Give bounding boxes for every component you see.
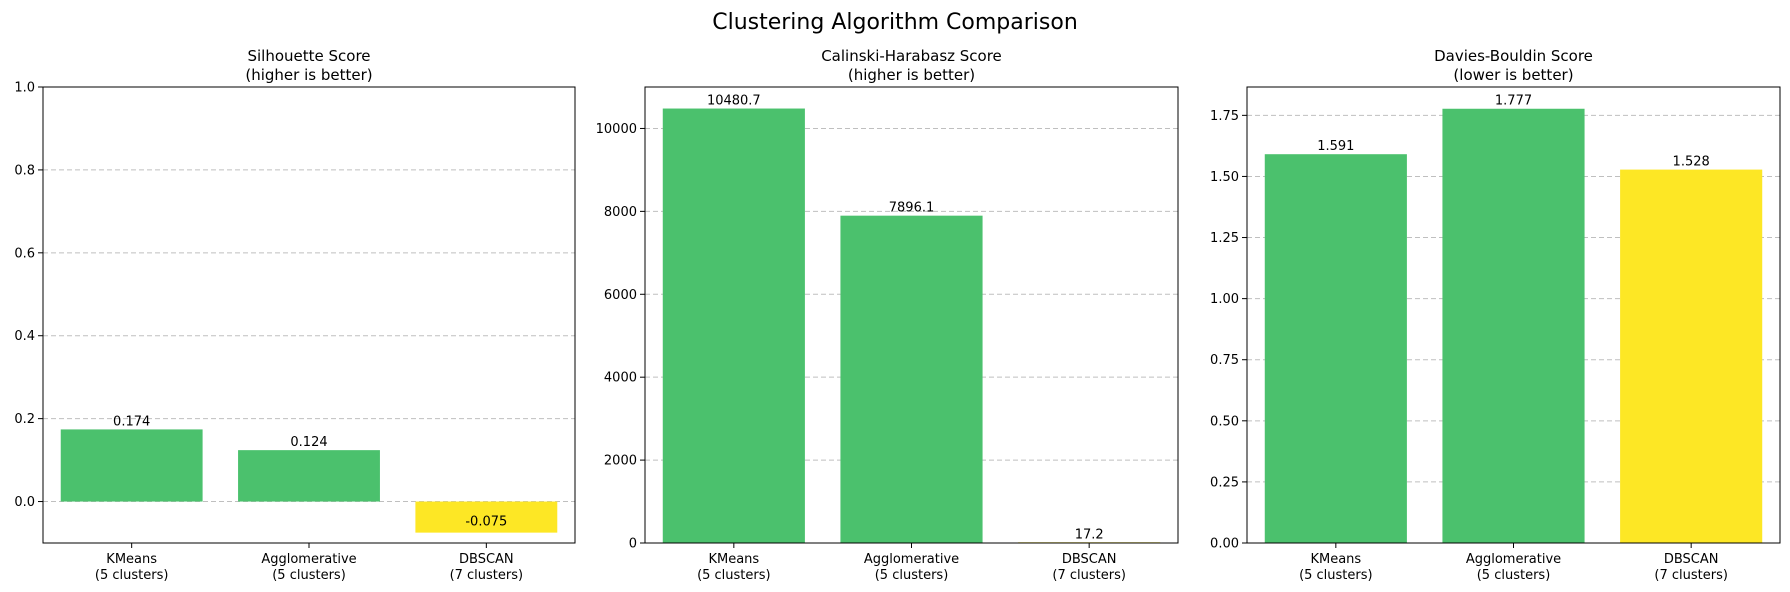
panel-title: Silhouette Score (247, 47, 370, 65)
chart-panel-1: Silhouette Score(higher is better)0.1740… (14, 47, 576, 583)
x-tick-sublabel: (7 clusters) (1654, 568, 1728, 583)
y-tick-label: 1.00 (1210, 292, 1239, 307)
y-tick-label: 1.0 (14, 81, 35, 96)
x-tick-label: KMeans (708, 552, 759, 567)
x-tick-label: KMeans (106, 552, 157, 567)
y-tick-label: 0.2 (14, 412, 35, 427)
y-tick-label: 0.8 (14, 163, 35, 178)
x-tick-label: DBSCAN (459, 552, 514, 567)
x-tick-label: Agglomerative (261, 552, 356, 567)
panel-title: Davies-Bouldin Score (1434, 47, 1593, 65)
figure-title: Clustering Algorithm Comparison (712, 10, 1078, 35)
x-tick-sublabel: (5 clusters) (1477, 568, 1551, 583)
panel-title: Calinski-Harabasz Score (821, 47, 1002, 65)
y-axis: 0.00 0.25 0.50 0.75 1.00 1.25 1.50 1.75 (1210, 109, 1247, 552)
y-tick-label: 0 (629, 537, 637, 552)
bar-value-label: 0.174 (113, 414, 150, 429)
bar-kmeans (662, 108, 805, 543)
y-tick-label: 0.4 (14, 329, 35, 344)
y-tick-label: 0.50 (1210, 414, 1239, 429)
bar-kmeans (1264, 154, 1407, 543)
y-tick-label: 8000 (604, 205, 637, 220)
bar-value-label: -0.075 (465, 515, 507, 530)
y-tick-label: 0.6 (14, 246, 35, 261)
y-tick-label: 10000 (596, 122, 637, 137)
y-tick-label: 1.50 (1210, 170, 1239, 185)
bar-value-label: 7896.1 (889, 201, 935, 216)
bar-dbscan (1620, 169, 1763, 543)
bar-agglomerative (840, 215, 983, 543)
x-tick-label: DBSCAN (1062, 552, 1117, 567)
x-axis: KMeans(5 clusters)Agglomerative(5 cluste… (1299, 543, 1728, 583)
y-tick-label: 0.75 (1210, 353, 1239, 368)
bar-dbscan (415, 501, 558, 533)
y-tick-label: 0.00 (1210, 537, 1239, 552)
bars (662, 108, 1161, 544)
bar-value-label: 1.528 (1673, 155, 1710, 170)
bar-value-label: 1.591 (1317, 139, 1354, 154)
x-tick-label: Agglomerative (864, 552, 959, 567)
panel-subtitle: (lower is better) (1453, 66, 1573, 84)
y-tick-label: 2000 (604, 454, 637, 469)
x-tick-sublabel: (5 clusters) (1299, 568, 1373, 583)
bar-value-label: 0.124 (290, 435, 327, 450)
x-tick-sublabel: (5 clusters) (697, 568, 771, 583)
x-tick-sublabel: (5 clusters) (95, 568, 169, 583)
bars (1264, 108, 1763, 543)
chart-panel-2: Calinski-Harabasz Score(higher is better… (596, 47, 1179, 583)
bar-kmeans (60, 429, 203, 502)
x-tick-sublabel: (5 clusters) (875, 568, 949, 583)
x-axis: KMeans(5 clusters)Agglomerative(5 cluste… (95, 543, 523, 583)
y-tick-label: 6000 (604, 288, 637, 303)
y-tick-label: 0.25 (1210, 475, 1239, 490)
bar-value-label: 17.2 (1075, 527, 1104, 542)
y-tick-label: 1.25 (1210, 231, 1239, 246)
y-tick-label: 1.75 (1210, 109, 1239, 124)
x-axis: KMeans(5 clusters)Agglomerative(5 cluste… (697, 543, 1126, 583)
x-tick-sublabel: (7 clusters) (1052, 568, 1126, 583)
x-tick-label: KMeans (1310, 552, 1361, 567)
y-tick-label: 4000 (604, 371, 637, 386)
y-tick-label: 0.0 (14, 495, 35, 510)
x-tick-label: DBSCAN (1664, 552, 1719, 567)
value-labels: 10480.7 7896.1 17.2 (707, 94, 1104, 543)
x-tick-sublabel: (7 clusters) (450, 568, 524, 583)
bars (60, 429, 558, 533)
x-tick-label: Agglomerative (1466, 552, 1561, 567)
chart-panels: Silhouette Score(higher is better)0.1740… (14, 47, 1781, 583)
chart-panel-3: Davies-Bouldin Score(lower is better) 1.5… (1210, 47, 1781, 583)
bar-agglomerative (1442, 108, 1585, 543)
panel-subtitle: (higher is better) (848, 66, 975, 84)
bar-agglomerative (238, 450, 380, 502)
x-tick-sublabel: (5 clusters) (272, 568, 346, 583)
y-axis: 0 2000 4000 6000 8000 10000 (596, 122, 645, 552)
value-labels: 1.591 1.777 1.528 (1317, 94, 1710, 170)
value-labels: 0.174 0.124 -0.075 (113, 414, 507, 529)
bar-value-label: 10480.7 (707, 94, 761, 109)
y-axis: 0.0 0.2 0.4 0.6 0.8 1.0 (14, 81, 43, 510)
panel-subtitle: (higher is better) (245, 66, 372, 84)
bar-value-label: 1.777 (1495, 94, 1532, 109)
